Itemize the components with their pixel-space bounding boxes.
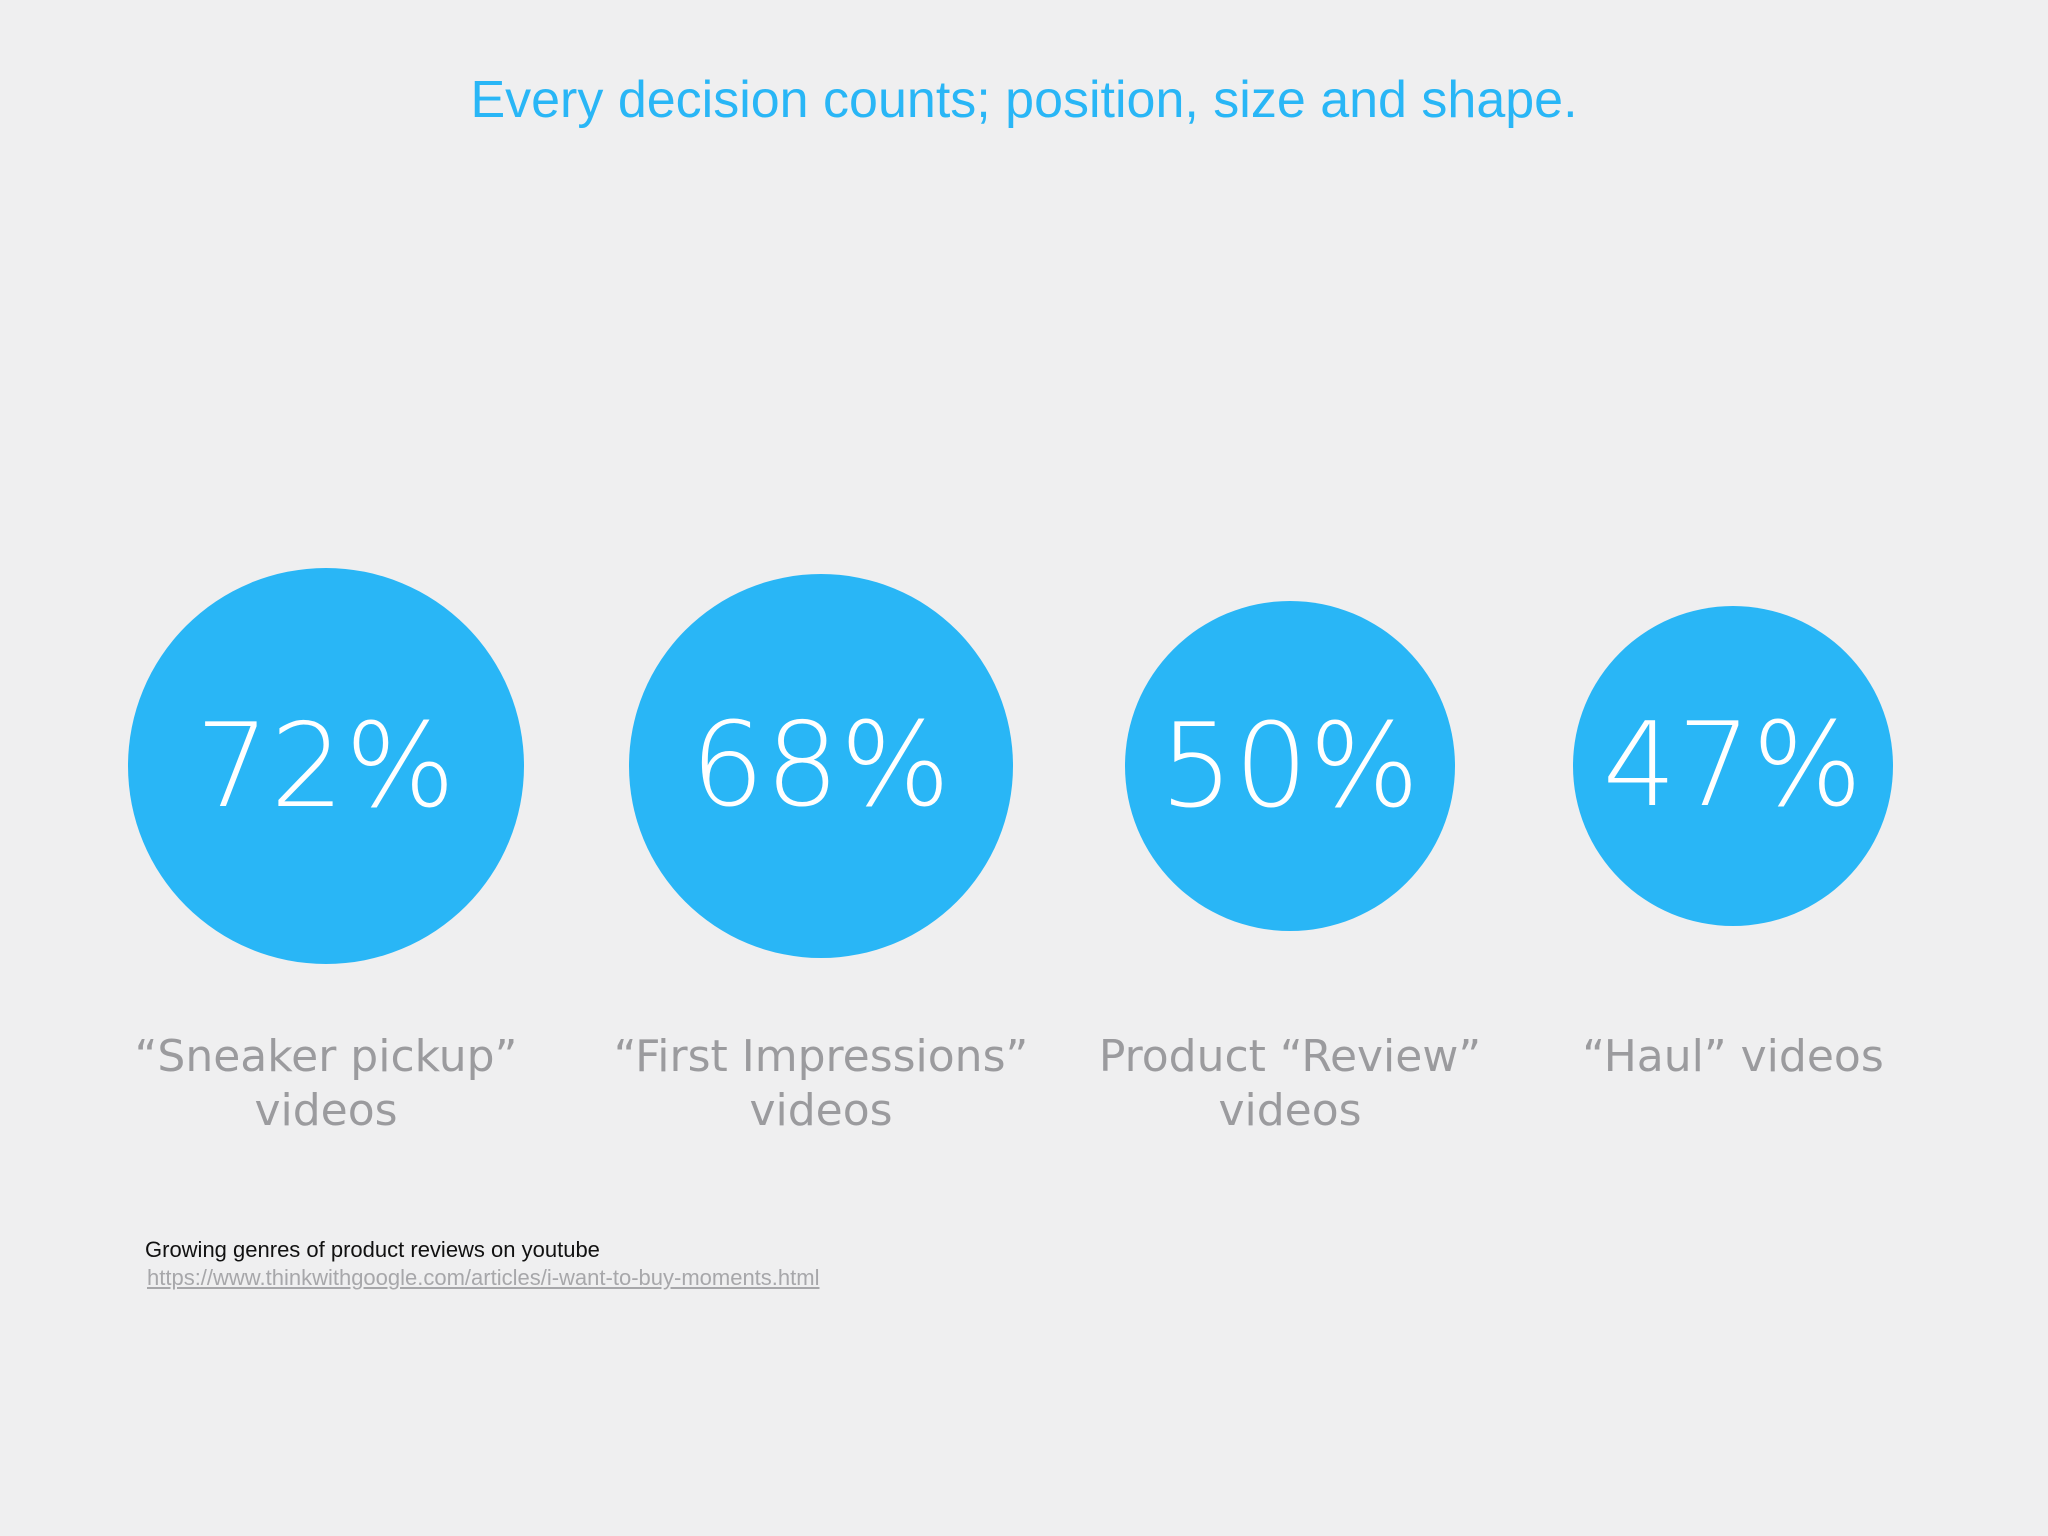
category-label: “Sneaker pickup” videos (106, 1030, 546, 1138)
category-label-line: videos (749, 1085, 893, 1136)
category-label: “Haul” videos (1513, 1030, 1953, 1084)
bubble-2: 68% (628, 573, 1014, 959)
bubble-3: 50% (1125, 601, 1455, 931)
bubble-value-label: 50% (1159, 698, 1421, 834)
category-label-line: “First Impressions” (613, 1031, 1029, 1082)
source-caption: Growing genres of product reviews on you… (145, 1237, 600, 1262)
category-label-line: videos (1218, 1085, 1362, 1136)
category-label-line: “Sneaker pickup” (134, 1031, 518, 1082)
bubble-value-label: 72% (195, 698, 457, 834)
category-label: Product “Review” videos (1070, 1030, 1510, 1138)
category-label: “First Impressions” videos (601, 1030, 1041, 1138)
bubble-value-label: 68% (690, 698, 952, 834)
bubble-value-label: 47% (1602, 698, 1864, 834)
slide-title: Every decision counts; position, size an… (470, 71, 1578, 129)
category-label-line: Product “Review” (1098, 1031, 1482, 1082)
category-label-line: “Haul” videos (1582, 1031, 1884, 1082)
source-link[interactable]: https://www.thinkwithgoogle.com/articles… (147, 1265, 820, 1290)
bubble-1: 72% (128, 568, 524, 964)
bubble-4: 47% (1573, 606, 1893, 926)
category-label-line: videos (254, 1085, 398, 1136)
